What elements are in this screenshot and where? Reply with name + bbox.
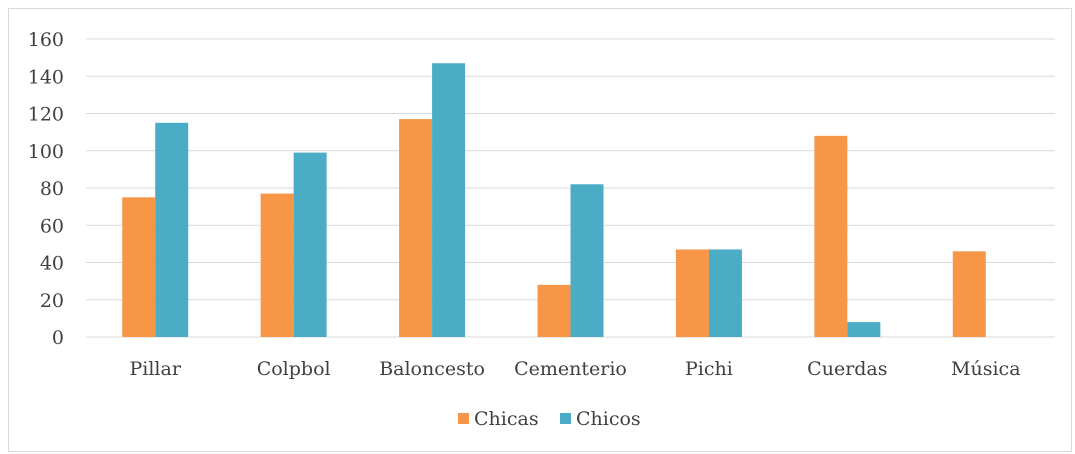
x-tick-label: Cuerdas	[807, 358, 887, 380]
bar-chicos-pichi	[708, 249, 742, 337]
x-tick-label: Colpbol	[257, 358, 331, 380]
x-tick-label: Música	[951, 358, 1021, 380]
y-axis-ticks: 0 20 40 60 80 100 120 140 160	[28, 29, 64, 349]
y-tick-label: 20	[40, 290, 64, 312]
y-tick-label: 80	[40, 178, 64, 200]
y-tick-label: 100	[28, 141, 64, 163]
x-axis-ticks: Pillar Colpbol Baloncesto Cementerio Pichi Cu…	[129, 358, 1020, 380]
x-tick-label: Pichi	[685, 358, 733, 380]
legend-swatch-chicos	[560, 413, 571, 424]
legend-label-chicas: Chicas	[474, 408, 539, 430]
x-tick-label: Cementerio	[514, 358, 627, 380]
legend-swatch-chicas	[458, 413, 469, 424]
bar-chicas-pillar	[122, 197, 156, 337]
legend-label-chicos: Chicos	[576, 408, 641, 430]
bars	[122, 63, 986, 338]
y-tick-label: 120	[28, 104, 64, 126]
bar-chicas-baloncesto	[399, 119, 433, 338]
y-tick-label: 160	[28, 29, 64, 51]
bar-chicas-cuerdas	[814, 135, 848, 337]
bar-chicos-cuerdas	[847, 322, 881, 337]
bar-chicas-música	[952, 251, 986, 337]
x-tick-label: Baloncesto	[379, 358, 485, 380]
y-tick-label: 0	[52, 327, 64, 349]
y-tick-label: 140	[28, 66, 64, 88]
bar-chicas-pichi	[675, 249, 709, 337]
gridlines	[86, 38, 1055, 338]
bar-chicos-cementerio	[570, 184, 604, 337]
bar-chicos-pillar	[155, 122, 189, 337]
y-tick-label: 60	[40, 215, 64, 237]
bar-chicas-cementerio	[537, 284, 571, 337]
bar-chicas-colpbol	[260, 193, 294, 337]
legend: Chicas Chicos	[458, 408, 641, 430]
bar-chicos-baloncesto	[432, 63, 466, 338]
y-tick-label: 40	[40, 253, 64, 275]
bar-chicos-colpbol	[293, 152, 327, 337]
x-tick-label: Pillar	[129, 358, 181, 380]
